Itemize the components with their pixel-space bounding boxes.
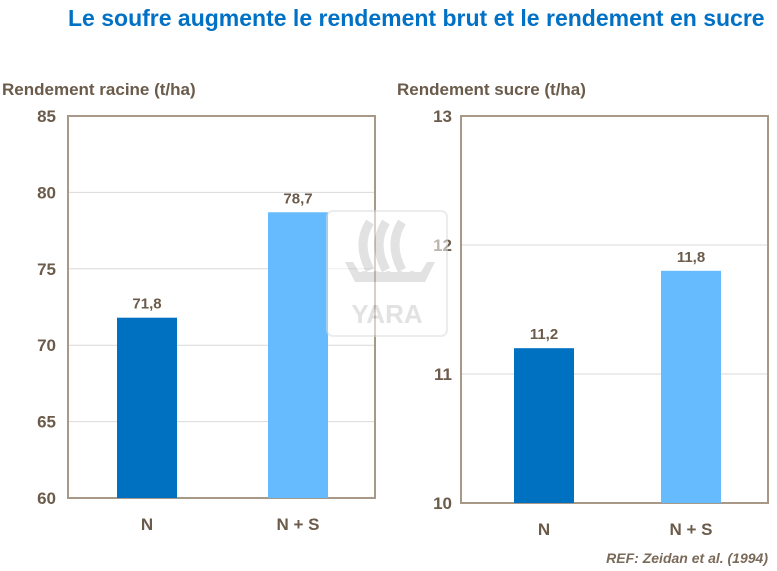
data-label: 11,8 [677, 249, 705, 266]
y-axis-label: Rendement sucre (t/ha) [397, 80, 586, 99]
y-tick-label: 70 [37, 336, 56, 355]
y-tick-label: 10 [433, 494, 452, 513]
y-tick-label: 80 [37, 183, 56, 202]
x-tick-label: N [141, 515, 153, 534]
y-tick-label: 11 [434, 365, 452, 384]
svg-text:YARA: YARA [351, 299, 423, 329]
bar-n [514, 348, 574, 503]
plot-frame [460, 115, 769, 504]
data-label: 78,7 [283, 190, 312, 207]
x-tick-label: N + S [670, 520, 713, 539]
y-tick-label: 13 [433, 107, 452, 126]
y-tick-label: 75 [37, 260, 56, 279]
y-tick-label: 60 [37, 489, 56, 508]
yara-logo-watermark: YARA [326, 210, 448, 337]
bar-n [117, 317, 177, 498]
data-label: 11,2 [530, 326, 558, 343]
reference-note: REF: Zeidan et al. (1994) [606, 550, 768, 566]
page-title: Le soufre augmente le rendement brut et … [68, 5, 765, 31]
y-tick-label: 65 [37, 413, 56, 432]
y-axis-label: Rendement racine (t/ha) [2, 80, 196, 99]
y-tick-label: 85 [37, 107, 56, 126]
x-tick-label: N [538, 520, 550, 539]
bar-n-plus-s [661, 270, 721, 503]
bar-n-plus-s [268, 212, 328, 499]
x-tick-label: N + S [277, 515, 320, 534]
data-label: 71,8 [132, 296, 161, 313]
